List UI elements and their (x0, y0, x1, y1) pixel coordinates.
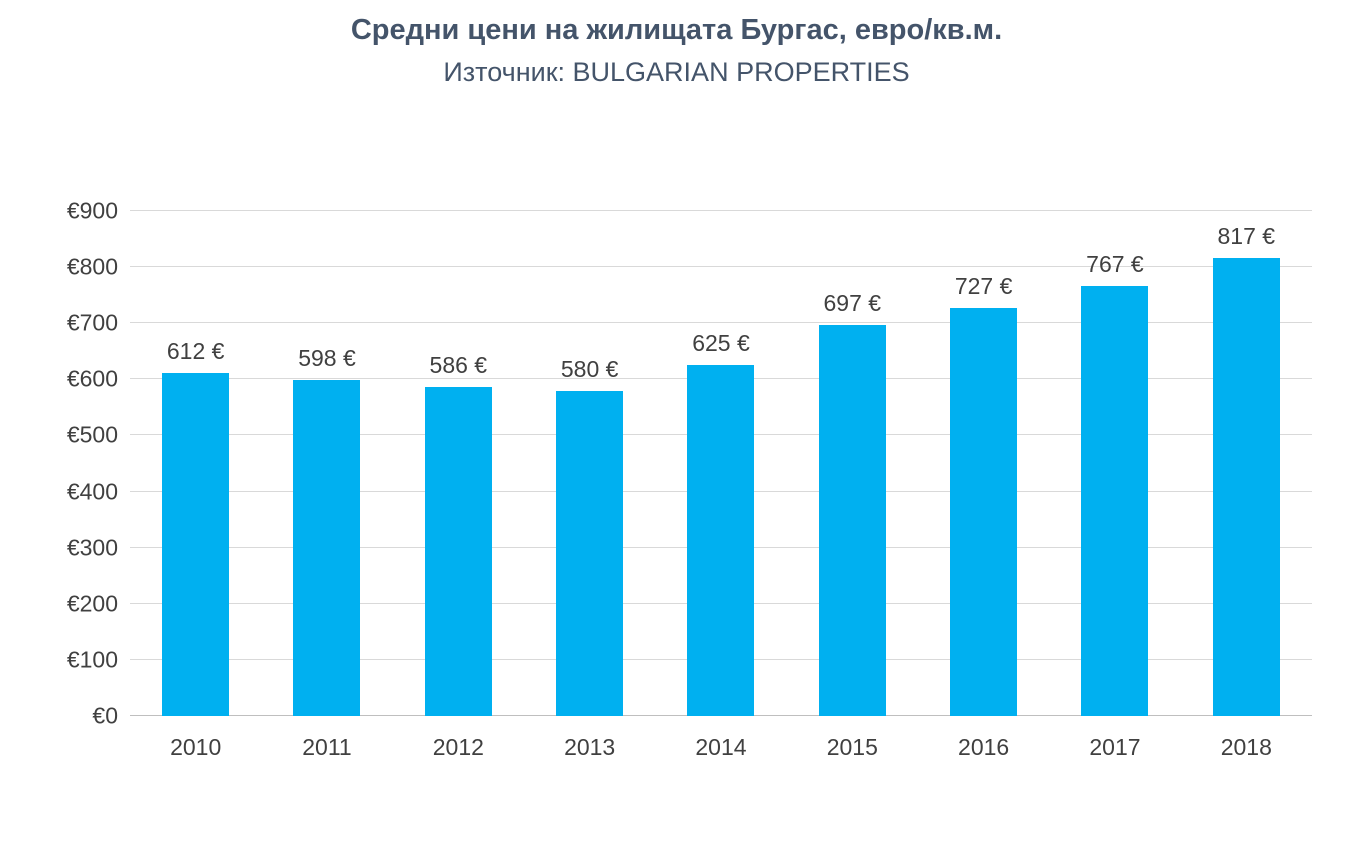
bar-column-2014: 625 € (655, 211, 786, 716)
y-tick-label-400: €400 (66, 478, 118, 505)
bar-2011 (293, 380, 361, 716)
bar-value-label-2011: 598 € (298, 345, 356, 372)
y-tick-label-500: €500 (66, 421, 118, 448)
y-tick-label-0: €0 (92, 702, 118, 729)
x-tick-label-2013: 2013 (564, 734, 616, 760)
bar-value-label-2013: 580 € (560, 355, 619, 382)
chart-subtitle: Източник: BULGARIAN PROPERTIES (443, 57, 910, 88)
bar-value-label-2016: 727 € (954, 273, 1013, 300)
bar-2017 (1081, 285, 1149, 716)
x-tick-label-2012: 2012 (432, 734, 484, 760)
bar-2015 (818, 324, 886, 716)
y-tick-label-800: €800 (66, 253, 118, 280)
bar-2012 (424, 387, 492, 716)
x-tick-label-2015: 2015 (826, 734, 878, 760)
y-axis: €0 €100 €200 €300 €400 €500 €600 €700 €800 €900 (0, 198, 118, 729)
chart-title: Средни цени на жилищата Бургас, евро/кв.… (350, 14, 1003, 46)
x-tick-label-2017: 2017 (1089, 734, 1141, 760)
x-tick-label-2011: 2011 (302, 734, 352, 760)
x-tick-label-2014: 2014 (695, 734, 747, 760)
y-tick-label-700: €700 (66, 309, 118, 336)
y-tick-label-900: €900 (66, 197, 118, 224)
bar-value-label-2017: 767 € (1086, 250, 1144, 277)
bar-column-2016: 727 € (918, 211, 1049, 716)
bar-2016 (950, 308, 1018, 716)
bar-2013 (556, 390, 624, 716)
bar-2018 (1212, 257, 1280, 716)
bar-value-label-2015: 697 € (823, 289, 882, 316)
x-tick-label-2016: 2016 (958, 734, 1010, 760)
bar-column-2015: 697 € (787, 211, 918, 716)
x-tick-label-2018: 2018 (1220, 734, 1272, 760)
x-tick-label-2010: 2010 (170, 734, 222, 760)
bar-value-label-2018: 817 € (1217, 222, 1276, 249)
bar-column-2012: 586 € (393, 211, 524, 716)
y-tick-label-300: €300 (66, 534, 118, 561)
bar-2014 (687, 365, 755, 716)
y-tick-label-100: €100 (66, 646, 118, 673)
bar-column-2017: 767 € (1049, 211, 1180, 716)
bar-column-2013: 580 € (524, 211, 655, 716)
x-axis: 2010 2011 2012 2013 2014 2015 2016 2017 2018 (130, 734, 1312, 761)
chart-header: Средни цени на жилищата Бургас, евро/кв.… (0, 12, 1353, 90)
bar-column-2018: 817 € (1181, 211, 1312, 716)
bar-value-label-2012: 586 € (429, 352, 488, 379)
bar-value-label-2010: 612 € (166, 337, 225, 364)
bar-2010 (162, 372, 230, 716)
bar-column-2011: 598 € (261, 211, 392, 716)
bar-value-label-2014: 625 € (692, 330, 750, 357)
y-tick-label-200: €200 (66, 590, 118, 617)
plot-area: 612 € 598 € 586 € 580 € 625 € 697 € 727 € 767 €… (130, 211, 1312, 716)
y-tick-label-600: €600 (66, 365, 118, 392)
bar-column-2010: 612 € (130, 211, 261, 716)
